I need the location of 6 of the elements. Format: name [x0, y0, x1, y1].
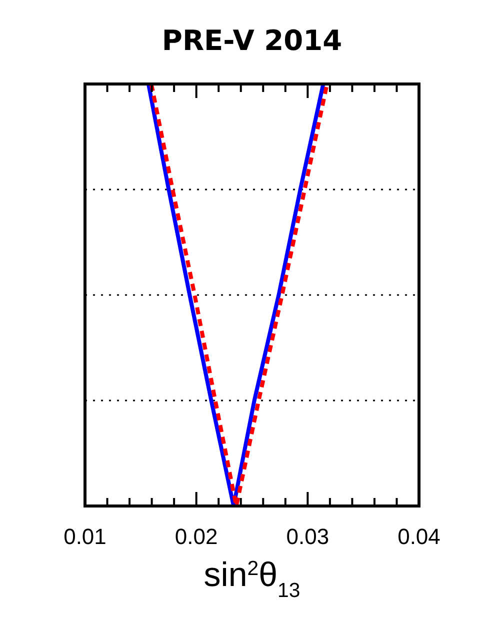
x-tick-label: 0.04	[398, 524, 440, 549]
x-tick-label: 0.02	[174, 524, 218, 549]
x-axis-title: sin$^{2}$θ$_{13}$	[204, 556, 300, 602]
chart-title: PRE-V 2014	[162, 24, 342, 57]
x-tick-label: 0.01	[64, 524, 106, 549]
x-tick-label: 0.03	[286, 524, 330, 549]
